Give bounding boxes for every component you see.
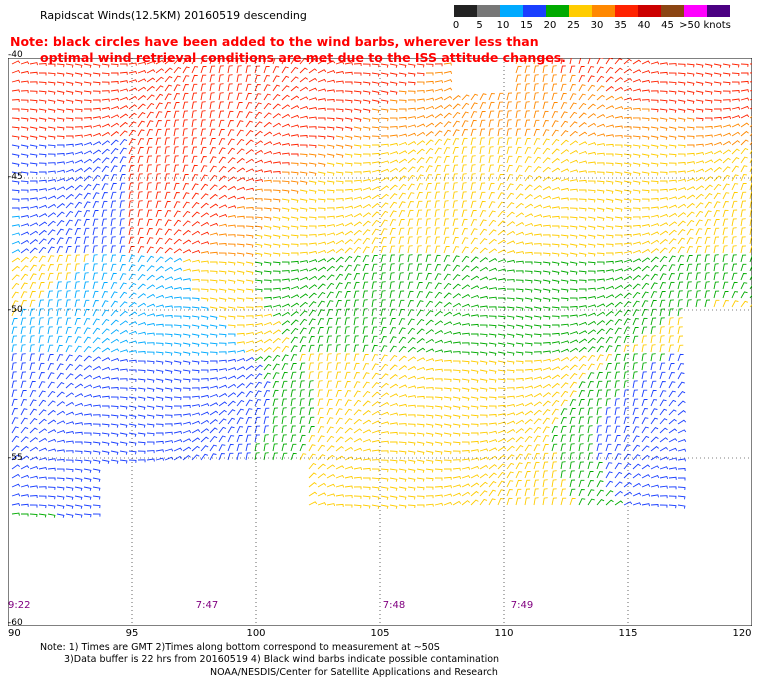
colorbar-segment xyxy=(454,5,477,17)
lon-label-100: 100 xyxy=(246,628,266,639)
lon-label-110: 110 xyxy=(494,628,514,639)
colorbar-label: 0 xyxy=(452,20,460,31)
time-label-4: 7:49 xyxy=(510,600,534,611)
time-label-1: 9:22 xyxy=(8,600,31,611)
colorbar-segment xyxy=(500,5,523,17)
footer-note-1: Note: 1) Times are GMT 2)Times along bot… xyxy=(40,642,440,653)
colorbar-segment xyxy=(546,5,569,17)
lon-label-120: 120 xyxy=(732,628,752,639)
lat-label-45: -45 xyxy=(8,172,23,182)
contamination-note-line1: Note: black circles have been added to t… xyxy=(10,34,539,49)
colorbar-segment xyxy=(569,5,592,17)
time-label-2: 7:47 xyxy=(195,600,219,611)
lat-label-60: -60 xyxy=(8,618,23,628)
colorbar-label: 30 xyxy=(590,20,604,31)
colorbar-segment xyxy=(707,5,730,17)
colorbar-label: 40 xyxy=(637,20,651,31)
colorbar-segment xyxy=(638,5,661,17)
lat-label-50: -50 xyxy=(8,305,23,315)
colorbar-segment xyxy=(661,5,684,17)
lon-label-115: 115 xyxy=(618,628,638,639)
colorbar-label: 10 xyxy=(496,20,510,31)
contamination-note-line2: optimal wind retrieval conditions are me… xyxy=(40,50,566,65)
footer-note-2: 3)Data buffer is 22 hrs from 20160519 4)… xyxy=(64,654,500,665)
colorbar-label: 15 xyxy=(520,20,533,31)
lon-label-95: 95 xyxy=(125,628,139,639)
colorbar-label: 45 xyxy=(661,20,674,31)
colorbar-segment xyxy=(523,5,546,17)
colorbar-segment xyxy=(615,5,638,17)
colorbar-label: >50 knots xyxy=(679,20,731,31)
wind-barbs xyxy=(11,58,752,518)
lat-label-40: -40 xyxy=(8,50,23,60)
time-label-3: 7:48 xyxy=(382,600,406,611)
colorbar-label: 35 xyxy=(614,20,627,31)
lat-label-55: -55 xyxy=(8,453,23,463)
lon-label-90: 90 xyxy=(8,628,21,639)
map-title: Rapidscat Winds(12.5KM) 20160519 descend… xyxy=(40,9,307,22)
wind-speed-colorbar xyxy=(454,5,730,17)
colorbar-segment xyxy=(592,5,615,17)
colorbar-label: 20 xyxy=(543,20,557,31)
colorbar-label: 5 xyxy=(476,20,483,31)
footer-credit: NOAA/NESDIS/Center for Satellite Applica… xyxy=(210,667,498,678)
wind-barb-map xyxy=(8,58,752,626)
colorbar-segment xyxy=(477,5,500,17)
colorbar-label: 25 xyxy=(567,20,580,31)
lat-lon-grid xyxy=(8,58,752,626)
colorbar-segment xyxy=(684,5,707,17)
lon-label-105: 105 xyxy=(370,628,390,639)
